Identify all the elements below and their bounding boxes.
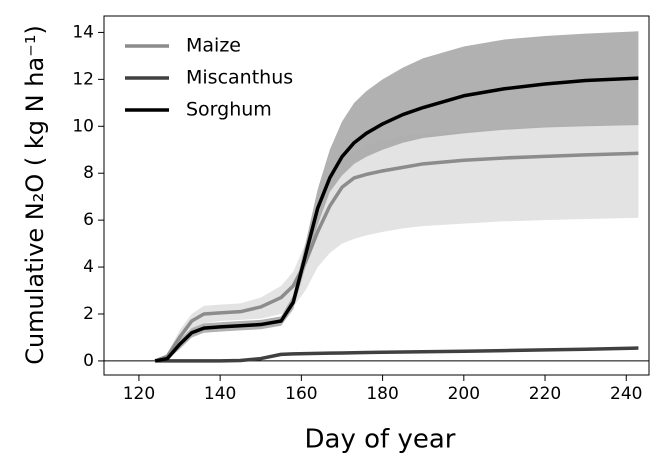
confidence-band	[155, 31, 639, 361]
y-tick-label: 10	[72, 116, 94, 136]
x-tick-label: 160	[285, 384, 317, 404]
y-tick-label: 0	[83, 351, 94, 371]
x-tick-label: 220	[529, 384, 561, 404]
series-line	[154, 151, 639, 363]
x-tick-label: 240	[610, 384, 642, 404]
y-tick-label: 6	[83, 210, 94, 230]
x-tick-label: 140	[204, 384, 236, 404]
legend-label: Sorghum	[186, 99, 272, 121]
series-line	[154, 76, 639, 363]
y-tick-label: 4	[83, 257, 94, 277]
y-tick-label: 2	[83, 304, 94, 324]
y-axis-label: Cumulative N₂O ( kg N ha⁻¹)	[21, 25, 49, 365]
x-axis-label: Day of year	[305, 425, 456, 455]
y-tick-label: 14	[72, 22, 94, 42]
series-line	[155, 346, 639, 363]
x-tick-label: 120	[123, 384, 155, 404]
legend-label: Maize	[186, 35, 241, 57]
x-tick-label: 180	[366, 384, 398, 404]
y-tick-label: 12	[72, 69, 94, 89]
x-tick-label: 200	[448, 384, 480, 404]
plot-frame	[103, 15, 650, 376]
y-tick-label: 8	[83, 163, 94, 183]
legend-label: Miscanthus	[186, 67, 293, 89]
